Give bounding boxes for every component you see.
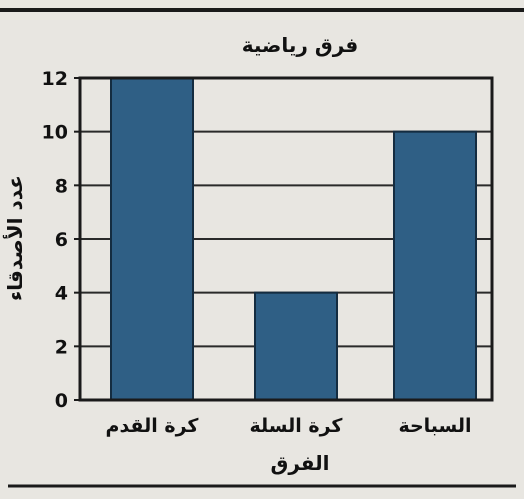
x-tick-label: كرة السلة [250, 415, 344, 437]
bars [110, 77, 477, 402]
y-tick-label: 12 [42, 68, 68, 90]
y-tick-label: 0 [55, 390, 68, 412]
y-tick-label: 6 [55, 229, 68, 251]
x-axis-title: الفرق [270, 451, 329, 475]
y-tick-label: 8 [55, 175, 68, 197]
plot-frame [78, 76, 494, 402]
bar [254, 291, 338, 401]
y-tick-label: 2 [55, 336, 68, 358]
bar [393, 130, 477, 402]
y-tick-label: 10 [42, 122, 68, 144]
y-tick-labels: 0 2 4 6 8 10 12 [42, 68, 68, 412]
x-tick-label: كرة القدم [106, 415, 200, 437]
x-tick-labels: كرة القدم كرة السلة السباحة [106, 415, 472, 437]
y-axis-title: عدد الأصدقاء [2, 175, 27, 301]
y-tick-label: 4 [55, 283, 68, 305]
chart-title: فرق رياضية [242, 33, 359, 57]
bar [110, 77, 194, 401]
x-tick-label: السباحة [398, 415, 471, 437]
